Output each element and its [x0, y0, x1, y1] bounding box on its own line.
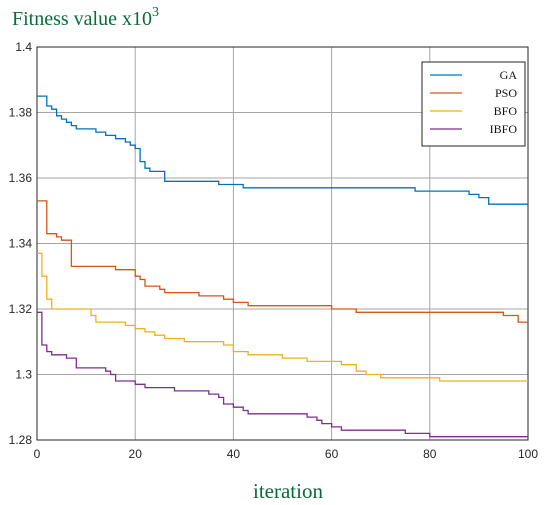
series-lines — [37, 95, 528, 438]
x-tick-label: 100 — [518, 447, 538, 461]
series-line-ga — [37, 95, 528, 205]
legend-label-ibfo: IBFO — [490, 122, 518, 136]
x-axis-title: iteration — [253, 479, 323, 503]
x-tick-label: 0 — [34, 447, 41, 461]
y-tick-label: 1.4 — [15, 40, 32, 54]
series-line-bfo — [37, 252, 528, 382]
legend-label-ga: GA — [500, 68, 518, 82]
y-tick-label: 1.34 — [9, 237, 33, 251]
y-axis-title-text: Fitness value x10 — [12, 8, 152, 30]
y-tick-label: 1.36 — [9, 171, 33, 185]
legend-label-pso: PSO — [495, 86, 517, 100]
x-tick-label: 60 — [325, 447, 339, 461]
legend: GA PSO BFO IBFO — [421, 61, 526, 147]
x-tick-label: 80 — [423, 447, 437, 461]
series-line-ibfo — [37, 311, 528, 438]
legend-label-bfo: BFO — [494, 104, 518, 118]
x-tick-label: 40 — [227, 447, 241, 461]
grid — [36, 46, 529, 441]
axis-ticks: 0 20 40 60 80 100 1.28 1.3 1.32 1.34 1.36 1.38 1.4 — [9, 40, 539, 461]
series-line-pso — [37, 200, 528, 323]
y-tick-label: 1.28 — [9, 433, 33, 447]
x-tick-label: 20 — [129, 447, 143, 461]
y-tick-label: 1.3 — [15, 368, 32, 382]
y-tick-label: 1.32 — [9, 302, 33, 316]
y-tick-label: 1.38 — [9, 106, 33, 120]
y-axis-title-exponent: 3 — [152, 5, 159, 20]
y-axis-title: Fitness value x103 — [12, 5, 159, 30]
plot-area — [36, 46, 529, 441]
legend-box — [421, 61, 526, 147]
